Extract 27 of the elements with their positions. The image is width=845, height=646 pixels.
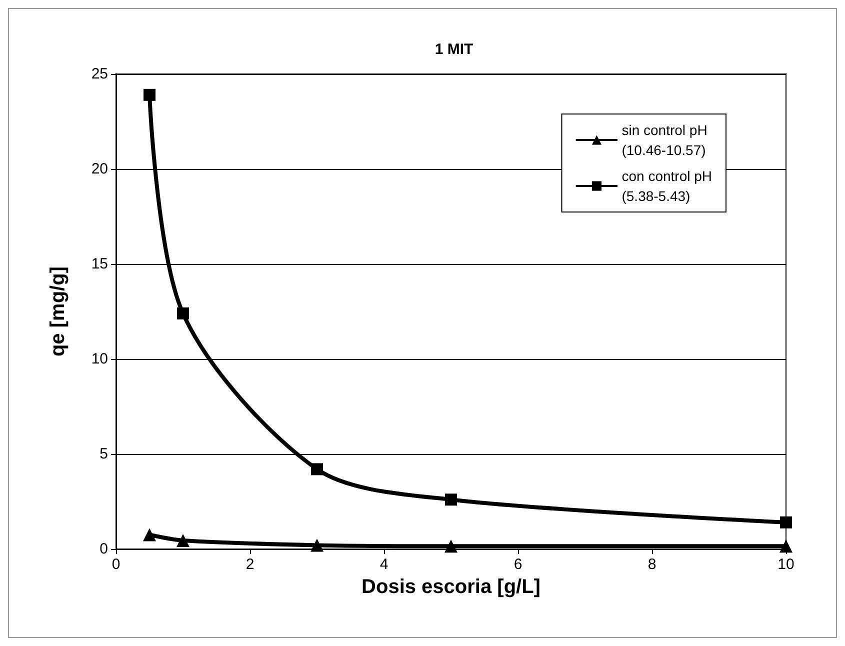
point xyxy=(144,88,156,101)
legend-label: sin control pH (10.46-10.57) xyxy=(622,122,708,158)
x-tick-label: 8 xyxy=(648,556,656,573)
y-tick-label: 15 xyxy=(91,256,108,272)
y-tick-label: 25 xyxy=(91,66,108,82)
x-tick-label: 0 xyxy=(112,556,120,573)
y-axis-title: qe [mg/g] xyxy=(47,266,69,356)
y-tick-label: 0 xyxy=(100,540,108,558)
point xyxy=(311,463,323,476)
point xyxy=(310,538,324,552)
point xyxy=(445,494,457,506)
point xyxy=(143,528,156,542)
point xyxy=(444,540,458,553)
y-tick-label: 20 xyxy=(91,160,108,178)
x-tick-label: 6 xyxy=(514,556,522,573)
x-tick-label: 10 xyxy=(778,556,794,573)
y-tick-label: 10 xyxy=(91,350,108,368)
point xyxy=(780,540,792,553)
point xyxy=(176,534,190,547)
y-tick-label: 5 xyxy=(100,446,108,462)
chart-title: 1 MIT xyxy=(434,41,474,58)
x-tick-label: 2 xyxy=(246,556,254,573)
legend-label: con control pH (5.38-5.43) xyxy=(622,168,712,204)
point xyxy=(177,307,189,320)
x-tick-label: 4 xyxy=(380,556,388,573)
point xyxy=(780,516,792,528)
x-axis-title: Dosis escoria [g/L] xyxy=(362,576,540,598)
